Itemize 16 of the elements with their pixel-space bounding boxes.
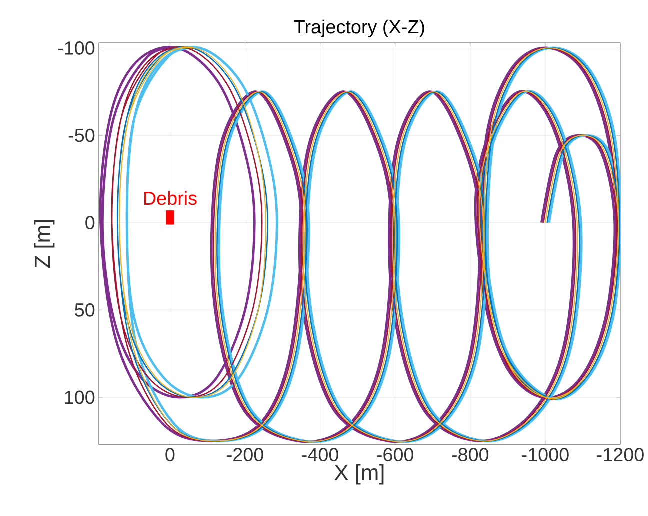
y-tick-label: 0 bbox=[86, 216, 95, 230]
x-tick-label: -1200 bbox=[597, 448, 644, 462]
y-tick-label: -100 bbox=[58, 42, 95, 56]
x-tick-label: -400 bbox=[302, 448, 338, 462]
series-label: Debris bbox=[144, 191, 197, 206]
x-tick-label: 0 bbox=[166, 448, 175, 462]
y-axis-title: Z [m] bbox=[34, 220, 55, 268]
x-tick-label: -1000 bbox=[522, 448, 569, 462]
x-axis-title: X [m] bbox=[334, 464, 384, 485]
y-tick-label: 100 bbox=[65, 390, 95, 404]
x-tick-label: -800 bbox=[452, 448, 489, 462]
chart-title: Trajectory (X-Z) bbox=[294, 20, 424, 38]
y-tick-label: -50 bbox=[68, 129, 95, 142]
x-tick-label: -600 bbox=[377, 448, 414, 462]
y-tick-label: 50 bbox=[75, 304, 95, 318]
x-tick-label: -200 bbox=[227, 448, 264, 462]
